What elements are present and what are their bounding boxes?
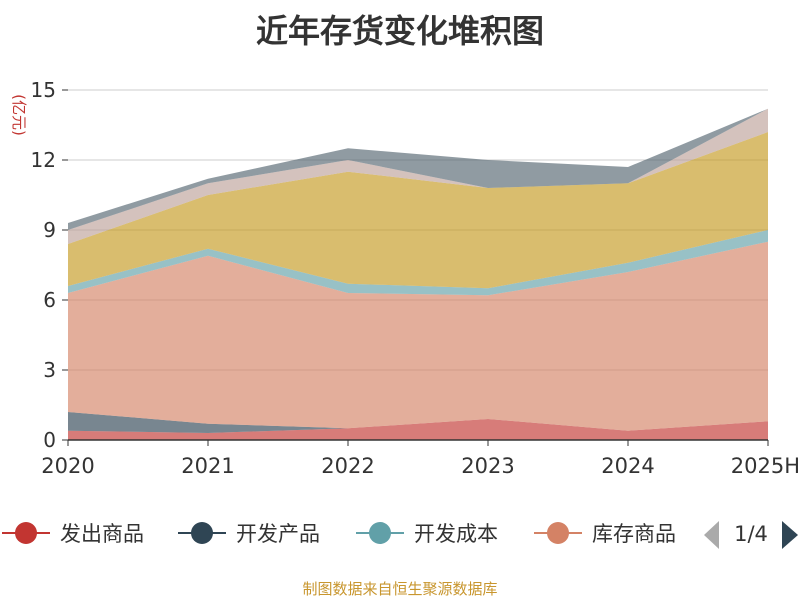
y-tick-label: 3	[43, 358, 56, 382]
axes: 0 3 6 9 12 15 2020 2021 2022 2023 2024 2025H	[31, 78, 800, 478]
y-tick-label: 0	[43, 428, 56, 452]
legend-prev-icon[interactable]	[704, 521, 719, 549]
x-tick-label: 2023	[461, 454, 514, 478]
legend-marker	[369, 522, 391, 544]
stacked-areas	[68, 108, 768, 440]
x-tick-label: 2022	[321, 454, 374, 478]
x-tick-label: 2021	[181, 454, 234, 478]
legend-marker	[547, 522, 569, 544]
area-series-1	[68, 412, 768, 433]
area-series-4	[68, 132, 768, 289]
y-tick-label: 6	[43, 288, 56, 312]
x-tick-label: 2025H	[731, 454, 800, 478]
y-tick-label: 15	[31, 78, 56, 102]
area-series-5	[68, 108, 768, 244]
legend-marker	[191, 522, 213, 544]
chart-title: 近年存货变化堆积图	[255, 12, 544, 50]
legend-item[interactable]: 开发产品	[178, 522, 320, 546]
x-tick-label: 2024	[601, 454, 654, 478]
legend-item[interactable]: 库存商品	[534, 522, 676, 546]
y-tick-label: 12	[31, 148, 56, 172]
area-series-0	[68, 419, 768, 440]
source-note: 制图数据来自恒生聚源数据库	[302, 580, 498, 598]
y-axis-unit-label: (亿元)	[10, 94, 28, 136]
legend-item[interactable]: 发出商品	[2, 522, 144, 546]
legend-label: 库存商品	[592, 522, 676, 546]
legend-next-icon[interactable]	[782, 521, 798, 549]
area-series-2	[68, 241, 768, 431]
legend-page-indicator: 1/4	[734, 522, 768, 546]
legend-pager: 1/4	[704, 521, 798, 549]
y-tick-label: 9	[43, 218, 56, 242]
legend-label: 发出商品	[60, 522, 144, 546]
legend: 发出商品 开发产品 开发成本 库存商品 1/4	[2, 521, 798, 549]
legend-label: 开发成本	[414, 522, 498, 546]
legend-label: 开发产品	[236, 522, 320, 546]
legend-item[interactable]: 开发成本	[356, 522, 498, 546]
area-series-6	[68, 108, 768, 230]
x-tick-label: 2020	[41, 454, 94, 478]
legend-marker	[15, 522, 37, 544]
